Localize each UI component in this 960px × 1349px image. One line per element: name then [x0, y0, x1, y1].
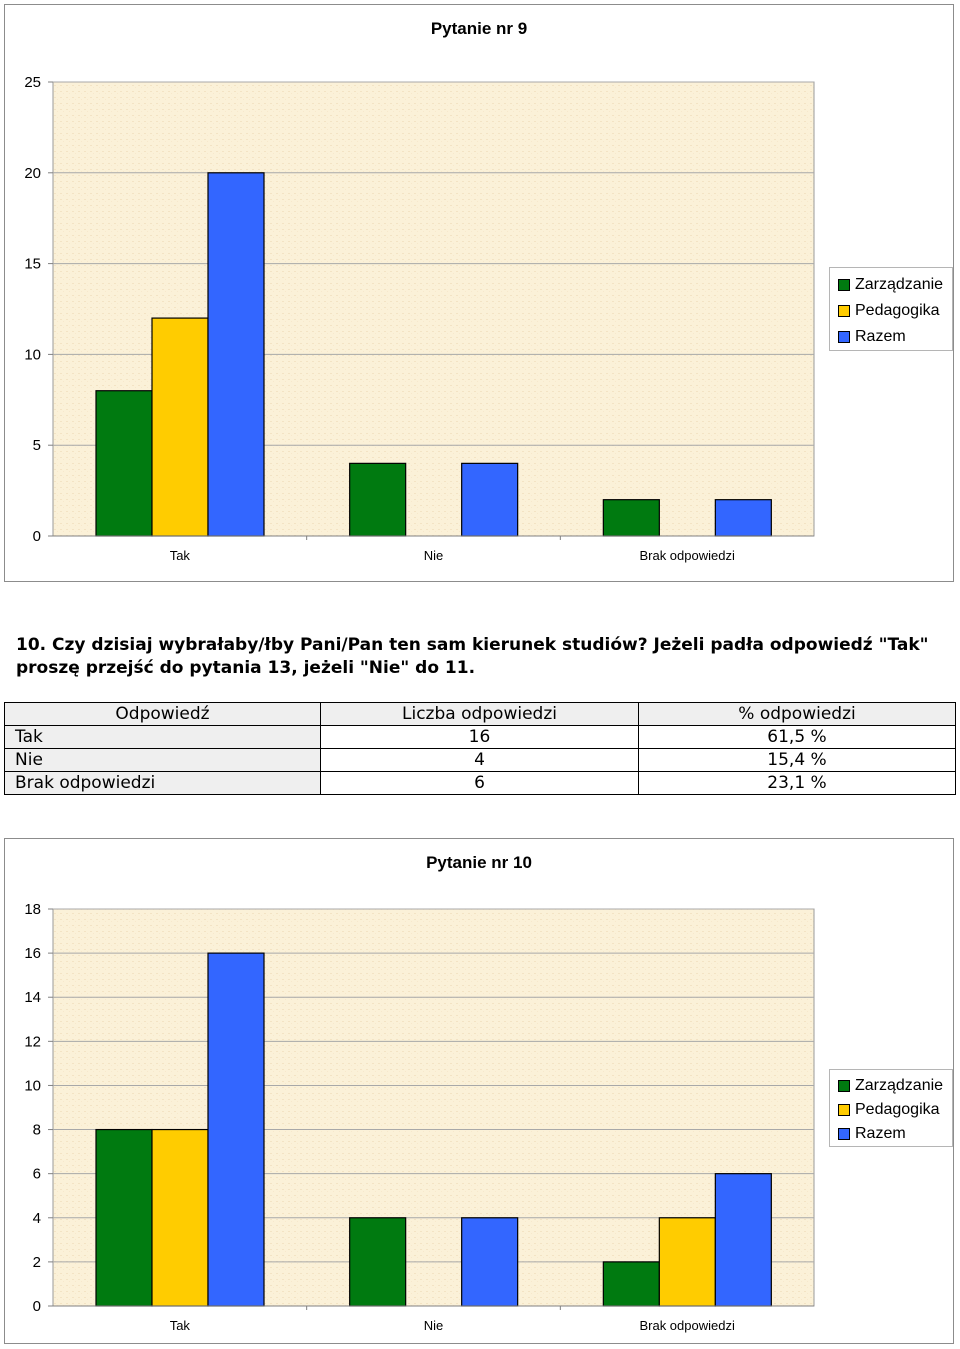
y-tick-label: 12	[24, 1033, 41, 1050]
y-tick-label: 4	[33, 1210, 41, 1227]
table-header-row: Odpowiedź Liczba odpowiedzi % odpowiedzi	[4, 702, 956, 726]
legend-swatch	[838, 305, 850, 317]
table-header: % odpowiedzi	[638, 702, 956, 726]
chart-plot: 0 2 4 6 8 10 12 14 16 18 Tak Nie Brak odpowiedzi	[24, 901, 815, 1333]
y-tick-label: 18	[24, 901, 41, 918]
bar	[349, 462, 407, 537]
x-tick-label: Brak odpowiedzi	[639, 1318, 734, 1333]
legend-swatch	[838, 331, 850, 343]
legend-swatch	[838, 1128, 850, 1140]
chart-legend: Zarządzanie Pedagogika Razem	[829, 1069, 953, 1147]
chart-title: Pytanie nr 10	[426, 853, 532, 872]
y-tick-label: 0	[33, 528, 41, 545]
legend-item-zarzadzanie: Zarządzanie	[838, 272, 952, 298]
table-cell: 6	[320, 771, 639, 795]
y-tick-label: 15	[24, 256, 41, 273]
x-tick-label: Nie	[424, 548, 444, 563]
y-tick-label: 10	[24, 1077, 41, 1094]
x-tick-label: Tak	[170, 1318, 191, 1333]
bar	[602, 499, 660, 537]
legend-swatch	[838, 1104, 850, 1116]
y-tick-label: 5	[33, 437, 41, 454]
y-tick-label: 8	[33, 1122, 41, 1139]
table-cell: 23,1 %	[638, 771, 956, 795]
bar	[207, 952, 265, 1307]
bar	[349, 1217, 407, 1307]
table-cell: Nie	[4, 748, 321, 772]
bar	[714, 499, 772, 537]
chart-legend: Zarządzanie Pedagogika Razem	[829, 267, 953, 351]
y-tick-label: 2	[33, 1254, 41, 1271]
chart-title: Pytanie nr 9	[430, 19, 528, 38]
table-cell: Brak odpowiedzi	[4, 771, 321, 795]
legend-item-razem: Razem	[838, 1122, 952, 1146]
bar	[207, 172, 265, 537]
table-row: Brak odpowiedzi 6 23,1 %	[4, 771, 956, 795]
x-tick-label: Brak odpowiedzi	[639, 548, 734, 563]
legend-label: Pedagogika	[855, 1101, 940, 1118]
bar	[95, 390, 153, 537]
question-text: 10. Czy dzisiaj wybrałaby/łby Pani/Pan t…	[16, 635, 929, 678]
legend-swatch	[838, 279, 850, 291]
table-header: Odpowiedź	[4, 702, 321, 726]
chart-pytanie-10: Pytanie nr 10 0 2 4 6 8 10 12 14 16 18 Tak Nie Brak …	[4, 838, 954, 1344]
table-cell: 15,4 %	[638, 748, 956, 772]
bar	[461, 1217, 519, 1307]
y-tick-label: 16	[24, 945, 41, 962]
answers-table: Odpowiedź Liczba odpowiedzi % odpowiedzi…	[4, 702, 956, 795]
legend-item-pedagogika: Pedagogika	[838, 298, 952, 324]
x-tick-label: Nie	[424, 1318, 444, 1333]
x-tick-label: Tak	[170, 548, 191, 563]
y-tick-label: 6	[33, 1166, 41, 1183]
legend-label: Razem	[855, 328, 906, 345]
y-tick-label: 20	[24, 165, 41, 182]
legend-label: Zarządzanie	[855, 1077, 944, 1094]
y-tick-label: 14	[24, 989, 41, 1006]
bar	[151, 317, 209, 537]
bar	[95, 1128, 153, 1307]
legend-label: Zarządzanie	[855, 276, 944, 293]
bar	[461, 462, 519, 537]
table-row: Tak 16 61,5 %	[4, 725, 956, 749]
table-cell: 4	[320, 748, 639, 772]
legend-label: Razem	[855, 1125, 906, 1142]
legend-item-razem: Razem	[838, 324, 952, 350]
y-tick-label: 10	[24, 346, 41, 363]
bar	[151, 1128, 209, 1307]
y-tick-label: 0	[33, 1298, 41, 1315]
bar	[714, 1173, 772, 1307]
chart-pytanie-9: Pytanie nr 9 0 5 10 15 20 25 Tak Nie Brak odpowi…	[4, 4, 954, 582]
table-cell: 61,5 %	[638, 725, 956, 749]
table-row: Nie 4 15,4 %	[4, 748, 956, 772]
legend-item-pedagogika: Pedagogika	[838, 1098, 952, 1122]
bar	[602, 1261, 660, 1307]
bar	[658, 1217, 716, 1307]
chart-plot: 0 5 10 15 20 25 Tak Nie Brak odpowiedzi	[24, 74, 815, 563]
legend-label: Pedagogika	[855, 302, 940, 319]
table-cell: Tak	[4, 725, 321, 749]
y-tick-label: 25	[24, 74, 41, 91]
table-header: Liczba odpowiedzi	[320, 702, 639, 726]
legend-swatch	[838, 1080, 850, 1092]
table-cell: 16	[320, 725, 639, 749]
legend-item-zarzadzanie: Zarządzanie	[838, 1074, 952, 1098]
